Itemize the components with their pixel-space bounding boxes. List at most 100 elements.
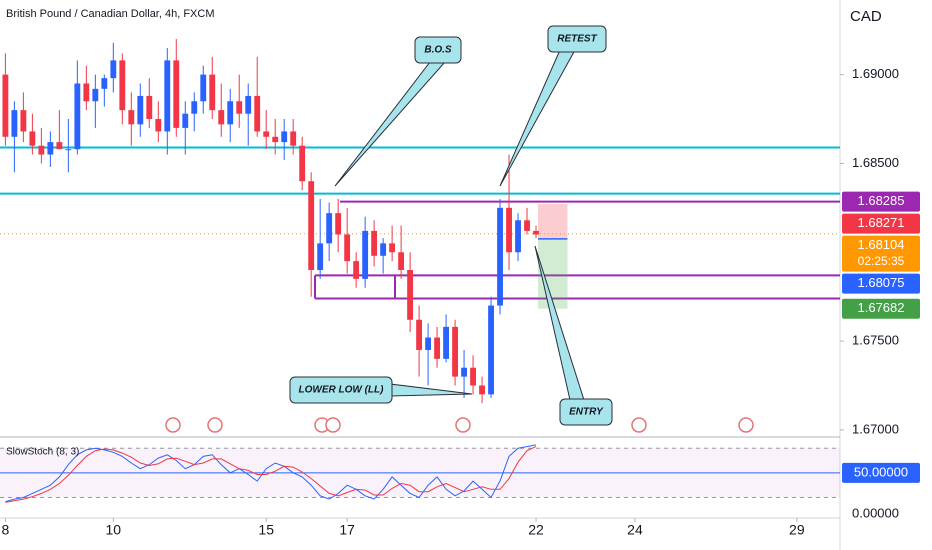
y-tick-label: 1.67000 <box>852 421 899 436</box>
candle-body <box>38 145 45 155</box>
candle-body <box>488 305 494 395</box>
y-tick-label: 1.67500 <box>852 333 899 348</box>
event-icon[interactable] <box>738 417 754 433</box>
candle-body <box>245 95 252 114</box>
indicator-line <box>5 444 537 503</box>
event-icon[interactable] <box>165 417 181 433</box>
candle-body <box>434 337 441 359</box>
candle-body <box>83 83 90 102</box>
candle-body <box>353 261 360 279</box>
x-tick-label: 15 <box>258 522 274 538</box>
price-label: 1.67682 <box>858 300 905 315</box>
event-icon[interactable] <box>207 417 223 433</box>
x-tick-label: 17 <box>339 522 355 538</box>
candle-body <box>470 367 476 386</box>
countdown-label: 02:25:35 <box>858 254 905 268</box>
candle-body <box>47 142 54 155</box>
annotation: ENTRY <box>569 407 604 418</box>
candle-body <box>371 230 378 256</box>
candle-body <box>218 110 225 125</box>
event-icon[interactable] <box>325 417 341 433</box>
callout-box <box>559 398 613 426</box>
candle-body <box>209 74 216 111</box>
candle-body <box>74 83 81 150</box>
candle-body <box>479 385 485 395</box>
price-label-box <box>842 191 920 212</box>
candle-body <box>29 131 36 146</box>
chart-title: British Pound / Canadian Dollar, 4h, FXC… <box>6 8 215 20</box>
candle-body <box>299 145 306 182</box>
candle-body <box>182 113 189 128</box>
candle-body <box>101 78 108 89</box>
candle-body <box>254 95 261 132</box>
candle-body <box>146 95 153 120</box>
candle-body <box>389 243 396 253</box>
candle-body <box>524 220 530 231</box>
x-tick-label: 22 <box>528 522 544 538</box>
candle-body <box>281 131 288 143</box>
plot-layer: 1.69000 1.68500 1.67500 1.67000 8 10 15 17 22 24 2… <box>0 39 920 538</box>
x-tick-label: 29 <box>789 522 805 538</box>
candle-body <box>155 119 162 132</box>
candle-body <box>200 74 207 102</box>
price-label-box <box>842 298 920 319</box>
x-tick-label: 8 <box>1 522 9 538</box>
candle-body <box>191 101 198 114</box>
candle-body <box>236 101 243 114</box>
x-tick-label: 24 <box>627 522 643 538</box>
callout-box <box>414 36 462 64</box>
price-label: 1.68104 <box>858 237 905 252</box>
candle-body <box>506 207 512 253</box>
candle-body <box>290 131 297 146</box>
event-icon[interactable] <box>455 417 471 433</box>
candle-body <box>56 142 63 150</box>
candle-body <box>443 326 450 359</box>
candle-body <box>119 60 126 111</box>
annotation: RETEST <box>557 34 597 45</box>
candle-body <box>164 60 171 132</box>
price-label: 1.68075 <box>858 275 905 290</box>
currency-label: CAD <box>850 8 882 25</box>
price-label-box <box>842 213 920 234</box>
candle-body <box>11 110 18 137</box>
stop-zone <box>538 204 568 239</box>
candle-body <box>407 270 414 320</box>
candle-body <box>533 230 539 235</box>
candle-body <box>326 213 333 244</box>
candle-body <box>272 136 279 143</box>
candle-body <box>227 101 234 125</box>
event-icons <box>165 417 754 433</box>
y-tick-label: 1.68500 <box>852 155 899 170</box>
candle-body <box>335 213 342 235</box>
indicator-line <box>5 446 537 503</box>
candle-body <box>92 88 99 102</box>
x-tick-label: 10 <box>106 522 122 538</box>
candle-body <box>398 252 405 271</box>
price-label: 1.68285 <box>858 193 905 208</box>
candle-body <box>380 243 387 256</box>
candle-body <box>317 243 324 271</box>
price-label-box <box>842 273 920 294</box>
candle-body <box>362 230 369 279</box>
callouts <box>289 25 613 426</box>
candle-body <box>452 326 458 377</box>
y-tick-label: 0.00000 <box>852 505 899 520</box>
callout-box <box>289 376 393 404</box>
annotation: LOWER LOW (LL) <box>299 385 385 396</box>
candle-body <box>416 319 423 350</box>
price-label-box <box>842 235 920 272</box>
price-label-box <box>842 462 920 483</box>
candle-body <box>128 110 135 125</box>
y-tick-label: 1.69000 <box>852 66 899 81</box>
candle-body <box>515 220 521 253</box>
price-label: 50.00000 <box>854 464 908 479</box>
event-icon[interactable] <box>631 417 647 433</box>
price-label: 1.68271 <box>858 215 905 230</box>
candle-body <box>20 110 27 132</box>
candle-body <box>110 60 117 79</box>
candle-body <box>65 149 72 151</box>
candle-body <box>308 181 315 271</box>
indicator-title: SlowStoch (8, 3) <box>6 447 79 458</box>
candle-body <box>497 207 503 306</box>
